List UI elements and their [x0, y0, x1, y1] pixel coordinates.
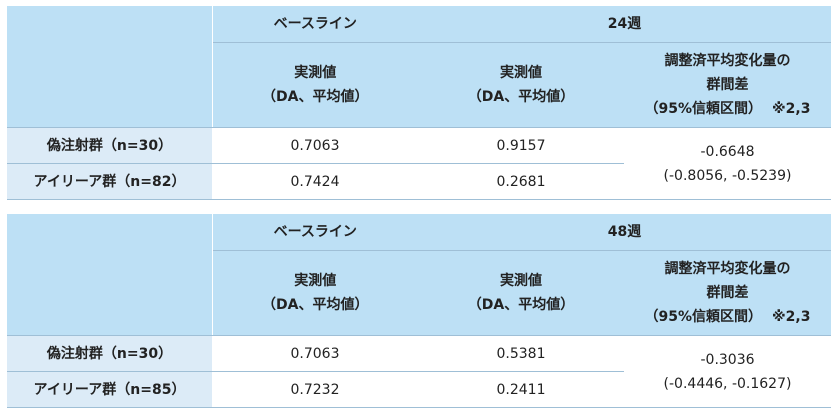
- week-header: 48週: [418, 214, 832, 251]
- week-value: 0.2681: [418, 163, 624, 200]
- table-row: アイリーア群（n=82） 0.7424 0.2681: [7, 163, 831, 200]
- baseline-value: 0.7424: [212, 163, 418, 200]
- table-row: アイリーア群（n=85） 0.7232 0.2411: [7, 371, 831, 408]
- corner-header: [7, 214, 213, 336]
- group-difference-value: -0.6648 (-0.8056, -0.5239): [624, 127, 832, 200]
- baseline-header: ベースライン: [212, 214, 418, 251]
- week-header: 24週: [418, 6, 832, 43]
- baseline-value: 0.7063: [212, 127, 418, 164]
- row-label: アイリーア群（n=85）: [7, 371, 212, 408]
- table-row: 偽注射群（n=30） 0.7063 0.9157 -0.6648 (-0.805…: [7, 127, 832, 200]
- results-table-24w: ベースライン 24週 実測値 （DA、平均値） 実測値 （DA、平均値） 調整済…: [7, 6, 832, 200]
- baseline-value: 0.7063: [212, 335, 418, 372]
- footnote-ref: ※2,3: [772, 309, 811, 325]
- row-label: 偽注射群（n=30）: [7, 335, 212, 372]
- row-label: 偽注射群（n=30）: [7, 127, 212, 164]
- footnote-ref: ※2,3: [772, 101, 811, 117]
- corner-header: [7, 6, 213, 128]
- baseline-header: ベースライン: [212, 6, 418, 43]
- baseline-measured-header: 実測値 （DA、平均値）: [212, 250, 418, 336]
- week-value: 0.2411: [418, 371, 624, 408]
- baseline-measured-header: 実測値 （DA、平均値）: [212, 42, 418, 128]
- baseline-value: 0.7232: [212, 371, 418, 408]
- group-difference-header: 調整済平均変化量の 群間差 （95%信頼区間） ※2,3: [624, 250, 832, 336]
- week-value: 0.9157: [418, 127, 624, 164]
- group-difference-header: 調整済平均変化量の 群間差 （95%信頼区間） ※2,3: [624, 42, 832, 128]
- table-row: 偽注射群（n=30） 0.7063 0.5381 -0.3036 (-0.444…: [7, 335, 832, 408]
- week-measured-header: 実測値 （DA、平均値）: [418, 250, 624, 336]
- week-measured-header: 実測値 （DA、平均値）: [418, 42, 624, 128]
- week-value: 0.5381: [418, 335, 624, 372]
- group-difference-value: -0.3036 (-0.4446, -0.1627): [624, 335, 832, 408]
- row-label: アイリーア群（n=82）: [7, 163, 212, 200]
- results-table-48w: ベースライン 48週 実測値 （DA、平均値） 実測値 （DA、平均値） 調整済…: [7, 214, 832, 408]
